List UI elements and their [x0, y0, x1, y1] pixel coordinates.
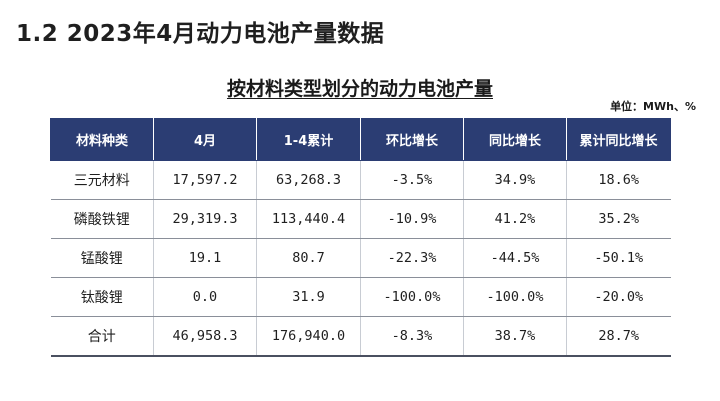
- table-cell: 34.9%: [463, 160, 567, 200]
- row-label: 三元材料: [50, 160, 154, 200]
- table-row: 三元材料 17,597.2 63,268.3 -3.5% 34.9% 18.6%: [50, 160, 671, 200]
- table-cell: 63,268.3: [256, 160, 361, 200]
- table-cell: 38.7%: [463, 316, 567, 357]
- table-cell: -8.3%: [360, 316, 464, 357]
- table-cell: 46,958.3: [153, 316, 257, 357]
- table-cell: 28.7%: [566, 316, 671, 357]
- table-cell: -50.1%: [566, 238, 671, 278]
- table-title-text: 按材料类型划分的动力电池产量: [226, 78, 493, 100]
- header-mom-growth: 环比增长: [360, 118, 464, 161]
- table-row: 磷酸铁锂 29,319.3 113,440.4 -10.9% 41.2% 35.…: [50, 199, 671, 239]
- table-title: 按材料类型划分的动力电池产量: [0, 74, 720, 101]
- header-material-type: 材料种类: [50, 118, 154, 161]
- header-jan-apr-cumulative: 1-4累计: [256, 118, 361, 161]
- row-label: 合计: [50, 316, 154, 357]
- table-cell: 29,319.3: [153, 199, 257, 239]
- table-cell: 0.0: [153, 277, 257, 317]
- table-row-total: 合计 46,958.3 176,940.0 -8.3% 38.7% 28.7%: [50, 316, 671, 357]
- header-april: 4月: [153, 118, 257, 161]
- table-cell: -100.0%: [360, 277, 464, 317]
- row-label: 磷酸铁锂: [50, 199, 154, 239]
- table-cell: -100.0%: [463, 277, 567, 317]
- row-label: 锰酸锂: [50, 238, 154, 278]
- table-header-row: 材料种类 4月 1-4累计 环比增长 同比增长 累计同比增长: [50, 118, 671, 161]
- header-yoy-growth: 同比增长: [463, 118, 567, 161]
- table-row: 钛酸锂 0.0 31.9 -100.0% -100.0% -20.0%: [50, 277, 671, 317]
- table-cell: 31.9: [256, 277, 361, 317]
- table-cell: -10.9%: [360, 199, 464, 239]
- table-cell: -3.5%: [360, 160, 464, 200]
- unit-label: 单位：MWh、%: [610, 100, 696, 113]
- table-cell: 113,440.4: [256, 199, 361, 239]
- battery-production-table: 材料种类 4月 1-4累计 环比增长 同比增长 累计同比增长 三元材料 17,5…: [50, 118, 671, 357]
- table-cell: 176,940.0: [256, 316, 361, 357]
- table-cell: 35.2%: [566, 199, 671, 239]
- table-cell: 18.6%: [566, 160, 671, 200]
- header-cumulative-yoy-growth: 累计同比增长: [566, 118, 671, 161]
- table-cell: 80.7: [256, 238, 361, 278]
- row-label: 钛酸锂: [50, 277, 154, 317]
- page-title: 1.2 2023年4月动力电池产量数据: [16, 21, 385, 47]
- table-cell: 19.1: [153, 238, 257, 278]
- table-cell: -22.3%: [360, 238, 464, 278]
- table-cell: -20.0%: [566, 277, 671, 317]
- table-row: 锰酸锂 19.1 80.7 -22.3% -44.5% -50.1%: [50, 238, 671, 278]
- table-cell: 41.2%: [463, 199, 567, 239]
- table-cell: -44.5%: [463, 238, 567, 278]
- table-cell: 17,597.2: [153, 160, 257, 200]
